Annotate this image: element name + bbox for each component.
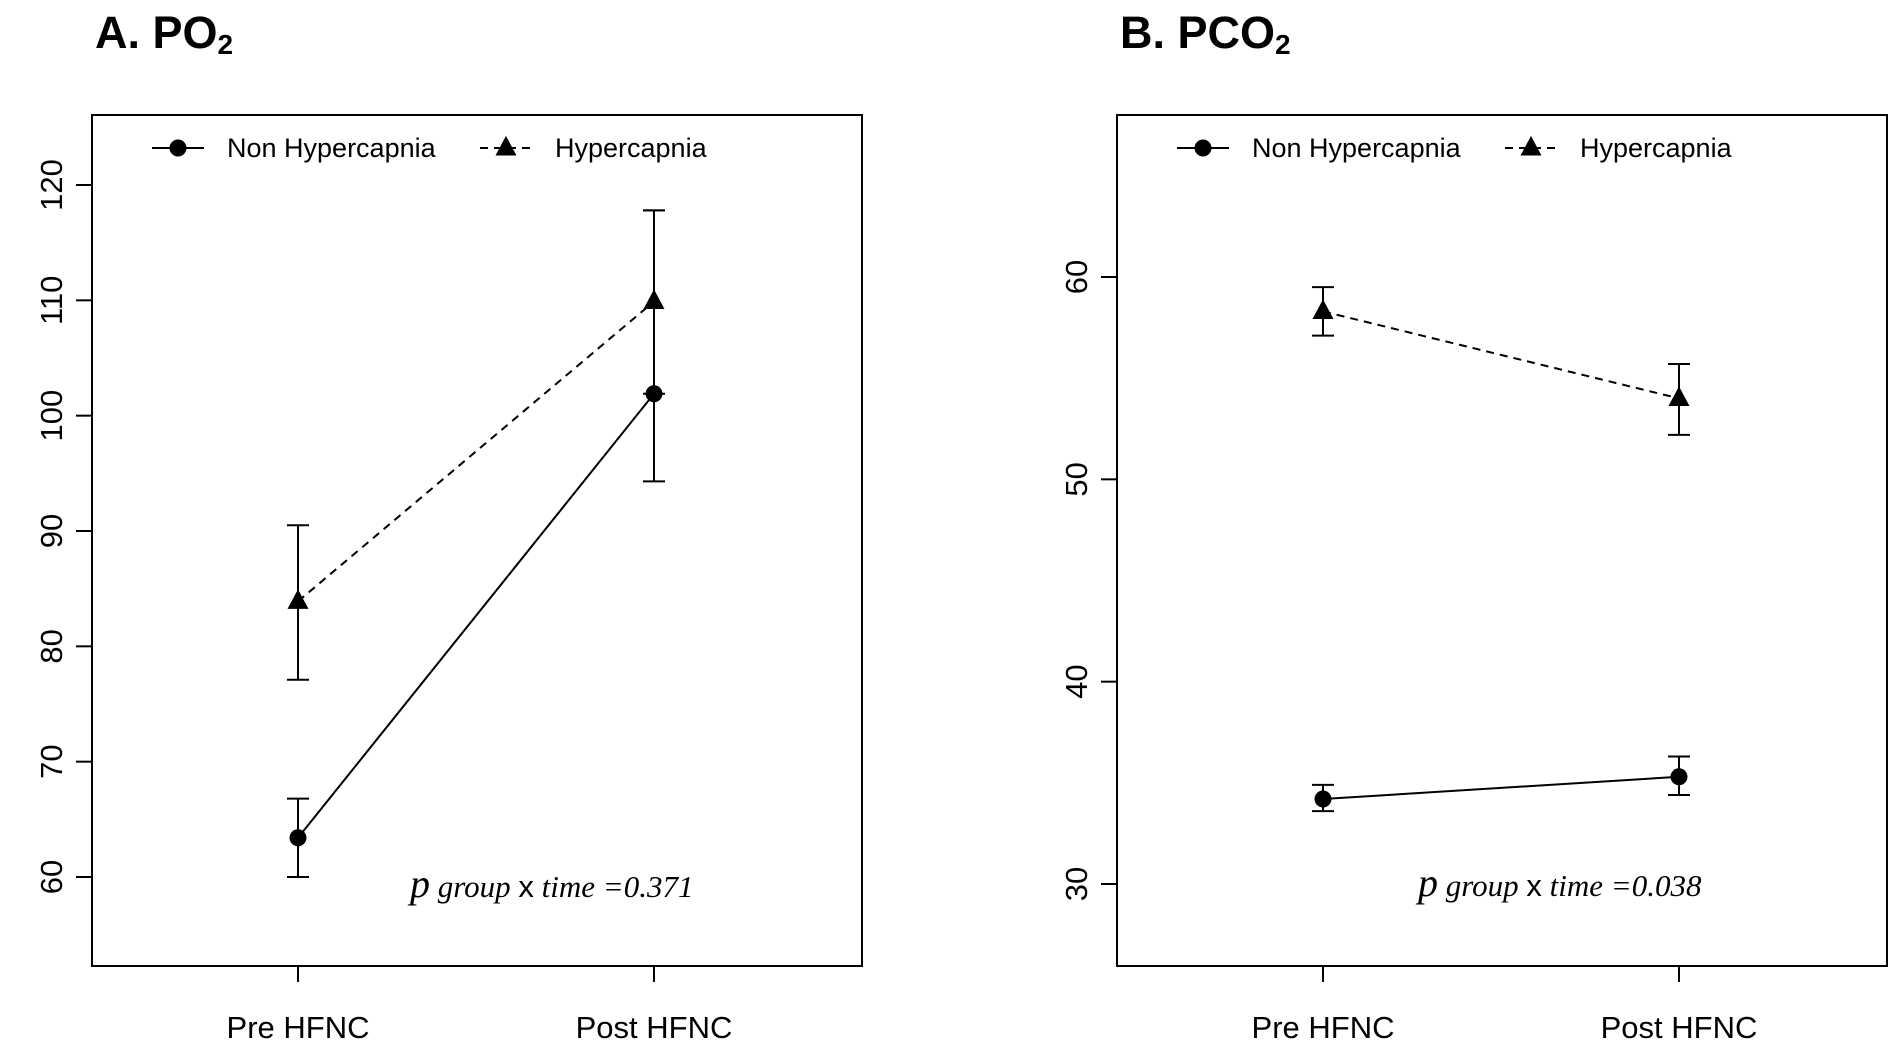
y-tick-label: 110 [34,276,69,325]
data-point [1314,790,1332,808]
legend-label: Hypercapnia [555,133,708,163]
legend-marker [1194,139,1212,157]
panel-po2: A. PO2 60 70 80 90 100 110 120 Pre HFNC Post HFNC… [34,7,863,1045]
series-non-hypercapnia [287,209,665,878]
x-tick-label: Post HFNC [1601,1010,1758,1045]
panel-title: A. PO2 [95,7,233,60]
y-tick-label: 120 [34,159,69,211]
data-point [1668,386,1690,406]
y-tick-label: 80 [34,629,69,663]
series-hypercapnia [1312,286,1690,436]
p-annotation: p group x time =0.371 [407,861,693,906]
legend-label: Non Hypercapnia [1252,133,1462,163]
y-tick-label: 60 [1059,260,1094,294]
series-line [1322,310,1680,400]
x-tick-label: Pre HFNC [1252,1010,1395,1045]
title-subscript: 2 [218,29,234,60]
y-tick-label: 30 [1059,867,1094,901]
y-tick-label: 60 [34,860,69,894]
data-point [1312,299,1334,319]
data-point [643,289,665,310]
y-tick-label: 70 [34,744,69,778]
x-tick-label: Post HFNC [576,1010,733,1045]
y-tick-label: 100 [34,390,69,442]
plot-frame [1116,114,1888,967]
data-point [287,589,309,609]
data-point [1670,768,1688,786]
y-tick-label: 50 [1059,462,1094,496]
plot-frame [91,114,863,967]
x-tick-label: Pre HFNC [227,1010,370,1045]
series-line [1322,775,1680,801]
series-line [297,393,655,839]
series-line [297,300,655,603]
legend-label: Non Hypercapnia [227,133,437,163]
panel-pco2: B. PCO2 30 40 50 60 Pre HFNC Post HFNC Non Hype… [1059,7,1888,1045]
legend-marker [1520,135,1542,156]
panel-title: B. PCO2 [1120,7,1291,60]
legend: Non Hypercapnia Hypercapnia [1177,133,1733,163]
y-tick-label: 40 [1059,664,1094,698]
data-point [289,829,307,847]
y-tick-label: 90 [34,514,69,548]
series-non-hypercapnia [1312,755,1690,813]
p-annotation: p group x time =0.038 [1415,860,1702,905]
legend-marker [495,135,517,156]
title-subscript: 2 [1275,29,1291,60]
legend: Non Hypercapnia Hypercapnia [152,133,708,163]
legend-label: Hypercapnia [1580,133,1733,163]
legend-marker [169,139,187,157]
series-hypercapnia [287,209,665,681]
